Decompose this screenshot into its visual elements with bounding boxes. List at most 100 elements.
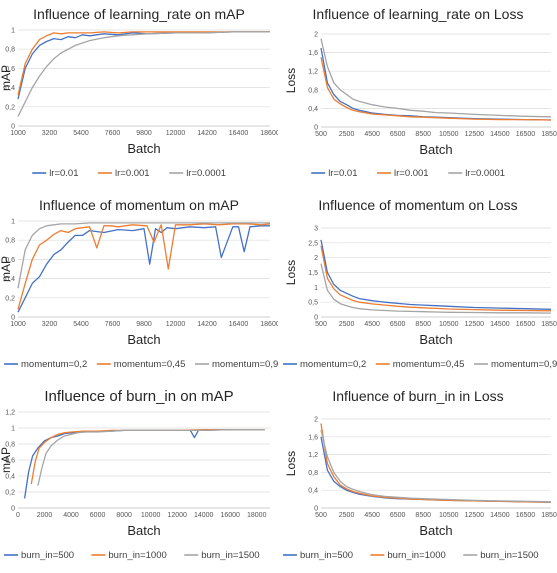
chart-1-y-tick-label: 0,8 [308, 87, 318, 94]
chart-0-series-lr-0-0001 [17, 31, 270, 117]
chart-2-x-tick-label: 12000 [166, 321, 186, 328]
chart-5-legend-label: burn_in=1500 [480, 550, 538, 561]
chart-1-x-tick-label: 8500 [415, 131, 431, 138]
chart-0-x-tick-label: 1000 [10, 130, 26, 137]
chart-1-y-tick-label: 0 [314, 125, 318, 132]
chart-4-x-tick-label: 16000 [220, 512, 240, 519]
chart-3-x-axis-title: Batch [419, 332, 452, 347]
chart-1-x-tick-label: 4500 [364, 131, 380, 138]
chart-2-x-tick-label: 16400 [229, 321, 249, 328]
chart-2-y-axis-title: mAP [0, 256, 13, 282]
chart-4-y-tick-label: 0,2 [5, 490, 15, 497]
chart-3-x-tick-label: 16500 [516, 321, 536, 328]
chart-4-y-tick-label: 0,4 [5, 474, 15, 481]
chart-3-x-tick-label: 4500 [364, 321, 380, 328]
chart-4-x-tick-label: 0 [16, 512, 20, 519]
chart-3-y-tick-label: 1,5 [308, 270, 318, 277]
chart-0-x-tick-label: 16400 [229, 130, 249, 137]
chart-4-y-tick-label: 0 [11, 506, 15, 513]
chart-3-x-tick-label: 18500 [541, 321, 557, 328]
chart-2-x-tick-label: 5400 [73, 321, 89, 328]
chart-0-x-tick-label: 7600 [105, 130, 121, 137]
chart-2-x-tick-label: 3200 [42, 321, 58, 328]
chart-4-y-tick-label: 0,6 [5, 458, 15, 465]
chart-panel-lr-map: Influence of learning_rate on mAP 0 0,2 0,4… [0, 0, 278, 191]
chart-4-x-tick-label: 18000 [247, 512, 267, 519]
chart-2-series-momentum-0-2 [17, 225, 270, 313]
chart-4-y-tick-label: 1,2 [5, 410, 15, 417]
chart-2-y-tick-label: 0,4 [5, 276, 15, 283]
chart-5-series-burn-in-1500 [320, 429, 552, 503]
chart-lr-map: Influence of learning_rate on mAP 0 0,2 0,4… [0, 6, 278, 179]
chart-1-legend-label: lr=0.01 [328, 168, 357, 179]
chart-5-x-tick-label: 10500 [439, 512, 459, 519]
chart-5-y-tick-label: 0,8 [308, 470, 318, 477]
chart-momentum-loss: Influence of momentum on Loss 0 0,5 1 1,5 2 2,… [283, 197, 557, 370]
chart-5-x-tick-label: 500 [315, 512, 327, 519]
chart-1-title: Influence of learning_rate on Loss [313, 6, 524, 22]
chart-0-x-tick-label: 9800 [136, 130, 152, 137]
chart-0-y-tick-label: 1 [11, 28, 15, 35]
chart-burnin-map: Influence of burn_in on mAP 0 0,2 0,4 0,6 0,8… [0, 388, 270, 561]
chart-1-x-tick-label: 500 [315, 131, 327, 138]
chart-2-x-tick-label: 14200 [197, 321, 217, 328]
chart-4-legend-label: burn_in=1000 [108, 550, 166, 561]
chart-5-x-tick-label: 14500 [490, 512, 510, 519]
chart-4-x-tick-label: 12000 [167, 512, 187, 519]
chart-3-title: Influence of momentum on Loss [318, 197, 517, 213]
chart-4-x-tick-label: 10000 [141, 512, 161, 519]
chart-0-y-tick-label: 0 [11, 124, 15, 131]
chart-0-x-tick-label: 18600 [260, 130, 278, 137]
chart-5-title: Influence of burn_in in Loss [332, 388, 503, 404]
chart-panel-momentum-map: Influence of momentum on mAP 0 0,2 0,4 0,6 0,… [0, 191, 278, 382]
chart-2-y-tick-label: 0,6 [5, 257, 15, 264]
chart-3-series-momentum-0-2 [320, 239, 552, 310]
chart-5-y-tick-label: 2 [314, 417, 318, 424]
chart-2-legend-label: momentum=0,45 [114, 359, 186, 370]
chart-3-y-tick-label: 0 [314, 315, 318, 322]
chart-5-x-tick-label: 18500 [541, 512, 557, 519]
chart-4-series-burn-in-1500 [37, 428, 265, 486]
chart-1-legend-label: lr=0.001 [394, 168, 429, 179]
chart-3-legend-label: momentum=0,9 [491, 359, 557, 370]
chart-0-series-lr-0-01 [17, 31, 270, 100]
chart-2-x-axis-title: Batch [127, 332, 160, 347]
chart-5-y-tick-label: 1,6 [308, 434, 318, 441]
chart-3-y-tick-label: 3 [314, 226, 318, 233]
chart-5-x-tick-label: 16500 [516, 512, 536, 519]
chart-1-x-tick-label: 10500 [439, 131, 459, 138]
chart-5-legend-label: burn_in=1000 [387, 550, 445, 561]
chart-2-legend-label: momentum=0,9 [212, 359, 278, 370]
chart-0-x-tick-label: 5400 [73, 130, 89, 137]
chart-1-series-lr-0-001 [320, 57, 552, 121]
chart-momentum-map: Influence of momentum on mAP 0 0,2 0,4 0,6 0,… [0, 197, 278, 370]
chart-0-x-tick-label: 3200 [42, 130, 58, 137]
chart-2-title: Influence of momentum on mAP [39, 197, 239, 213]
chart-0-x-axis-title: Batch [127, 141, 160, 156]
chart-2-series-momentum-0-45 [17, 223, 271, 310]
chart-3-legend-label: momentum=0,45 [393, 359, 465, 370]
chart-3-x-tick-label: 14500 [490, 321, 510, 328]
chart-5-legend-label: burn_in=500 [300, 550, 353, 561]
chart-4-x-axis-title: Batch [127, 523, 160, 538]
chart-1-x-tick-label: 6500 [390, 131, 406, 138]
chart-0-y-tick-label: 0,6 [5, 66, 15, 73]
chart-panel-burnin-map: Influence of burn_in on mAP 0 0,2 0,4 0,6 0,8… [0, 382, 278, 573]
chart-1-y-tick-label: 1,6 [308, 50, 318, 57]
chart-panel-momentum-loss: Influence of momentum on Loss 0 0,5 1 1,5 2 2,… [279, 191, 557, 382]
chart-5-x-tick-label: 8500 [415, 512, 431, 519]
chart-5-x-tick-label: 4500 [364, 512, 380, 519]
chart-burnin-loss: Influence of burn_in in Loss 0 0,4 0,8 1,2 1,… [283, 388, 557, 561]
chart-2-legend-label: momentum=0,2 [21, 359, 87, 370]
chart-5-y-tick-label: 1,2 [308, 452, 318, 459]
chart-2-y-tick-label: 0 [11, 315, 15, 322]
chart-1-series-lr-0-0001 [320, 38, 552, 118]
chart-4-y-axis-title: mAP [0, 447, 13, 473]
chart-1-y-axis-title: Loss [284, 68, 298, 93]
chart-2-y-tick-label: 1 [11, 219, 15, 226]
chart-2-series-momentum-0-9 [17, 222, 270, 289]
chart-1-series-lr-0-01 [320, 47, 552, 121]
chart-3-y-tick-label: 2 [314, 255, 318, 262]
chart-3-x-tick-label: 10500 [439, 321, 459, 328]
chart-0-legend-label: lr=0.0001 [186, 168, 226, 179]
